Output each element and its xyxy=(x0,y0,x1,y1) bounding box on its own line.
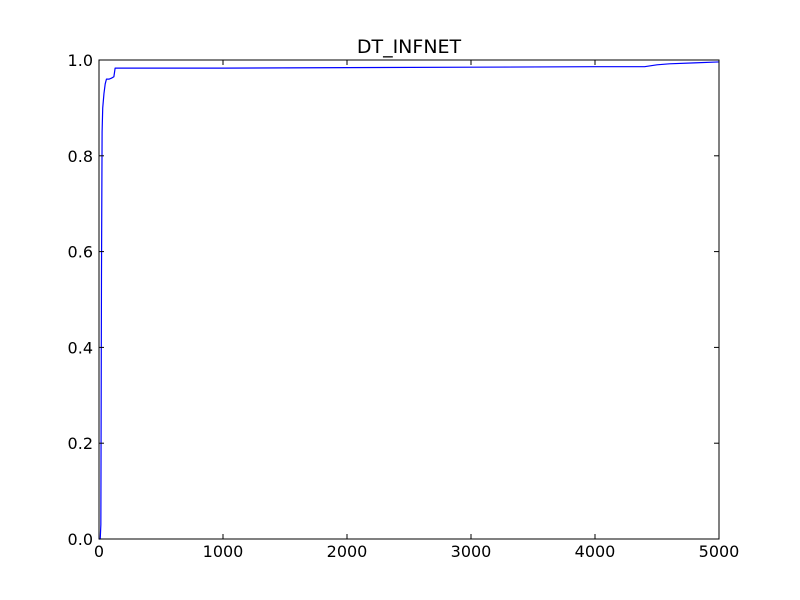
plot-frame xyxy=(98,59,720,540)
y-tick-label: 0.2 xyxy=(68,434,93,453)
y-tick-label: 0.0 xyxy=(68,530,93,549)
x-tick-label: 5000 xyxy=(699,542,740,561)
x-tick-label: 0 xyxy=(94,542,104,561)
y-tick-label: 1.0 xyxy=(68,51,93,70)
y-tick-label: 0.8 xyxy=(68,147,93,166)
plot-area xyxy=(99,60,719,539)
x-tick-label: 2000 xyxy=(327,542,368,561)
series-line-0 xyxy=(99,61,720,540)
chart-title: DT_INFNET xyxy=(357,36,462,58)
x-tick-label: 3000 xyxy=(451,542,492,561)
y-tick-label: 0.4 xyxy=(68,338,93,357)
y-tick-label: 0.6 xyxy=(68,243,93,262)
x-tick-label: 1000 xyxy=(203,542,244,561)
x-tick-label: 4000 xyxy=(575,542,616,561)
